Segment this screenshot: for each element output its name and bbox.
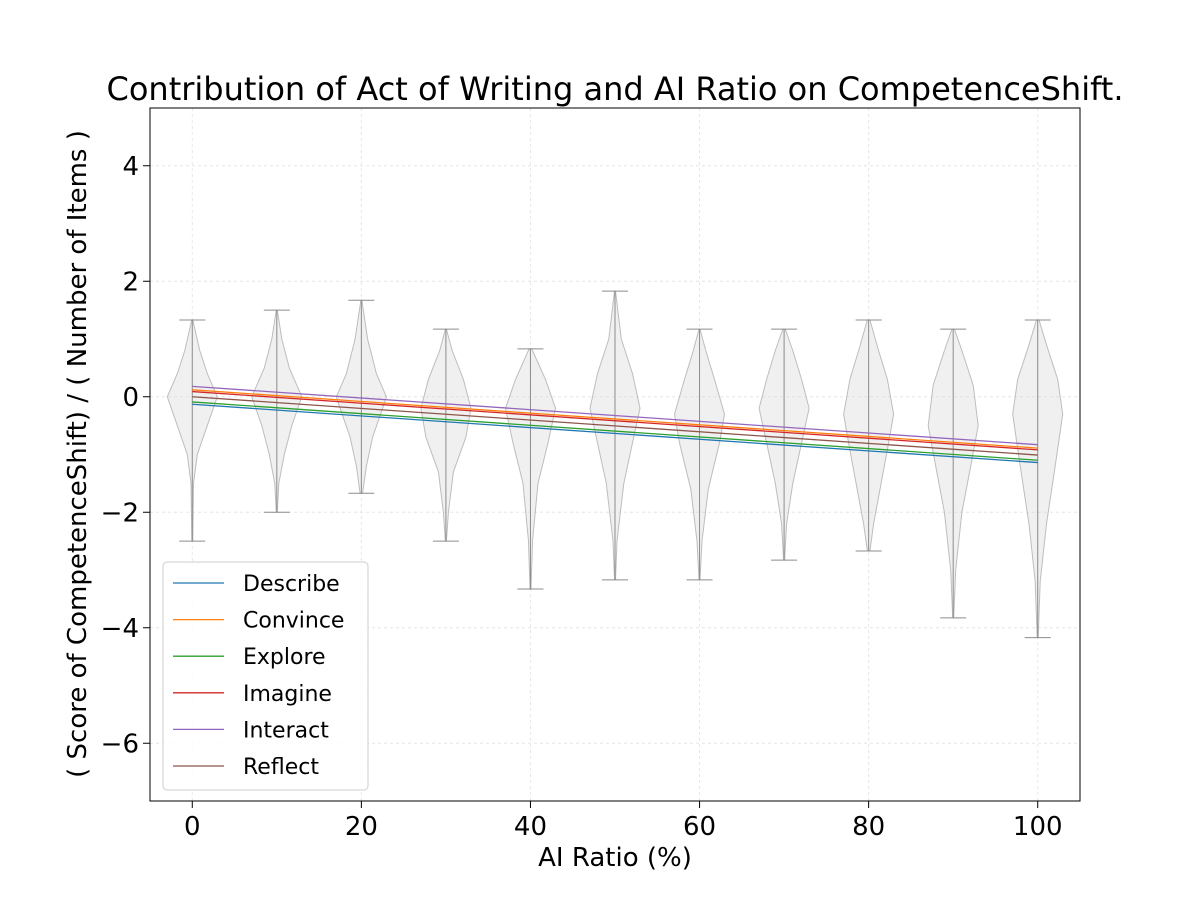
series-line-explore [192, 401, 1038, 461]
chart-title: Contribution of Act of Writing and AI Ra… [106, 70, 1123, 108]
legend-label-convince: Convince [243, 609, 344, 634]
series-line-describe [192, 403, 1038, 464]
legend-label-describe: Describe [243, 572, 340, 597]
x-tick-label: 80 [852, 812, 885, 842]
legend-label-interact: Interact [243, 718, 329, 743]
axis-ticks: 0 20 40 60 80 100 −6 −4 −2 0 2 4 [101, 152, 1063, 842]
series-line-reflect [192, 396, 1038, 456]
series-line-interact [192, 385, 1038, 446]
series-line-convince [192, 389, 1038, 449]
plot-frame [149, 107, 1081, 802]
legend-label-explore: Explore [243, 645, 326, 670]
y-tick-label: −4 [101, 614, 139, 644]
x-tick-label: 0 [184, 812, 201, 842]
x-tick-label: 20 [345, 812, 378, 842]
legend-label-reflect: Reflect [243, 755, 319, 780]
regression-lines [192, 385, 1038, 464]
x-tick-label: 60 [683, 812, 716, 842]
legend-label-imagine: Imagine [243, 682, 332, 707]
y-tick-label: 2 [122, 267, 139, 297]
y-axis-label: ( Score of CompetenceShift) / ( Number o… [63, 130, 93, 778]
legend: Describe Convince Explore Imagine Interact Re… [162, 561, 369, 791]
y-tick-label: 4 [122, 152, 139, 182]
y-tick-label: −6 [101, 729, 139, 759]
y-tick-label: 0 [122, 383, 139, 413]
series-line-imagine [192, 390, 1038, 451]
x-axis-label: AI Ratio (%) [538, 843, 692, 873]
y-tick-label: −2 [101, 498, 139, 528]
x-tick-label: 100 [1013, 812, 1063, 842]
x-tick-label: 40 [514, 812, 547, 842]
